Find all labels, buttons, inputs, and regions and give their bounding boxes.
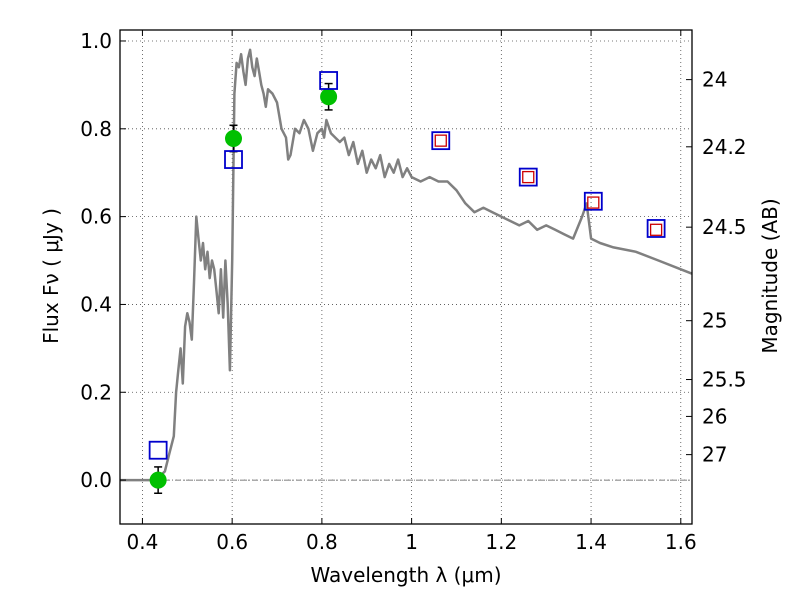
model-band-square xyxy=(583,191,603,211)
y-axis-title: Flux Fν ( μJy ) xyxy=(39,208,63,344)
x-tick-label: 1 xyxy=(405,530,418,554)
predicted-square xyxy=(649,223,663,236)
plot-frame xyxy=(119,29,693,525)
x-tick-label: 1.2 xyxy=(485,530,517,554)
predicted-square xyxy=(434,134,447,147)
y2-tick-label: 24 xyxy=(702,68,727,92)
y2-tick-label: 25 xyxy=(702,309,727,333)
model-band-square xyxy=(319,71,339,90)
secondary-y-axis-title: Magnitude (AB) xyxy=(758,198,782,353)
model-band-square xyxy=(431,131,451,151)
y2-tick-label: 25.5 xyxy=(702,368,747,392)
x-tick-label: 0.4 xyxy=(127,530,159,554)
y-tick-label: 0.8 xyxy=(80,117,112,141)
predicted-square xyxy=(587,196,600,209)
y2-tick-label: 27 xyxy=(702,443,727,467)
x-tick-label: 0.8 xyxy=(306,530,338,554)
model-band-square xyxy=(148,440,168,460)
x-tick-label: 0.6 xyxy=(216,530,248,554)
model-sed-line xyxy=(120,48,693,482)
series-layer xyxy=(120,48,693,495)
observed-point xyxy=(320,88,338,106)
y2-tick-label: 24.5 xyxy=(702,215,747,239)
model-band-square xyxy=(224,150,243,169)
model-band-square xyxy=(518,167,538,187)
y2-tick-label: 24.2 xyxy=(702,135,747,159)
x-axis-title: Wavelength λ (μm) xyxy=(310,563,501,587)
x-tick-label: 1.6 xyxy=(665,530,697,554)
y-tick-label: 0.6 xyxy=(80,205,112,229)
y-tick-label: 1.0 xyxy=(80,29,112,53)
y-tick-label: 0.2 xyxy=(80,380,112,404)
observed-point xyxy=(225,129,243,147)
predicted-square xyxy=(522,170,535,184)
x-tick-label: 1.4 xyxy=(575,530,607,554)
model-band-square xyxy=(646,219,666,238)
observed-point xyxy=(149,471,167,489)
ticks: 0.4 0.6 0.8 1 1.2 1.4 1.6 0.0 0.2 0.4 0.6 0.8 1.0 24 2… xyxy=(80,29,746,554)
y2-tick-label: 26 xyxy=(702,404,727,428)
y-tick-label: 0.0 xyxy=(80,468,112,492)
y-tick-label: 0.4 xyxy=(80,292,112,316)
grid xyxy=(120,30,692,524)
